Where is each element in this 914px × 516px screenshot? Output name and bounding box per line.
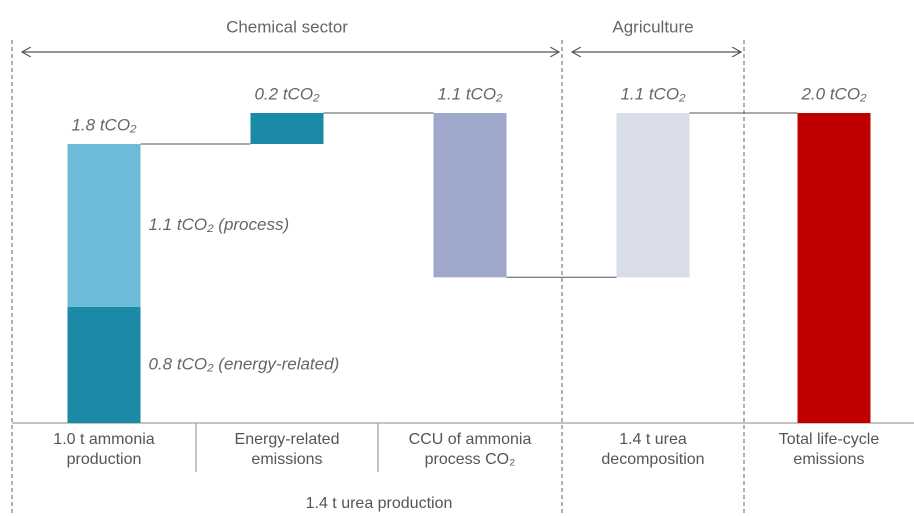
value-label: 0.2 tCO₂ bbox=[254, 84, 320, 103]
bar-segment bbox=[67, 306, 141, 423]
segment-label: 1.1 tCO₂ (process) bbox=[149, 215, 290, 234]
x-tick-label: CCU of ammonia process CO₂ bbox=[408, 431, 532, 468]
group-label: 1.4 t urea production bbox=[305, 495, 453, 512]
x-tick-label: 1.4 t urea decomposition bbox=[601, 431, 705, 468]
bar-segment bbox=[67, 144, 141, 307]
x-tick-label: Energy-related emissions bbox=[234, 431, 340, 468]
x-tick-label: Total life-cycle emissions bbox=[778, 431, 880, 468]
bar bbox=[250, 113, 324, 144]
x-tick-label: 1.0 t ammonia production bbox=[53, 431, 155, 468]
value-label: 1.1 tCO₂ bbox=[437, 84, 503, 103]
sector-label: Agriculture bbox=[612, 17, 693, 36]
bar bbox=[433, 113, 507, 278]
bar bbox=[797, 113, 871, 423]
bar bbox=[616, 113, 690, 278]
sector-label: Chemical sector bbox=[226, 17, 348, 36]
value-label: 2.0 tCO₂ bbox=[800, 84, 867, 103]
value-label: 1.1 tCO₂ bbox=[620, 84, 686, 103]
segment-label: 0.8 tCO₂ (energy-related) bbox=[149, 354, 340, 373]
value-label: 1.8 tCO₂ bbox=[71, 115, 137, 134]
